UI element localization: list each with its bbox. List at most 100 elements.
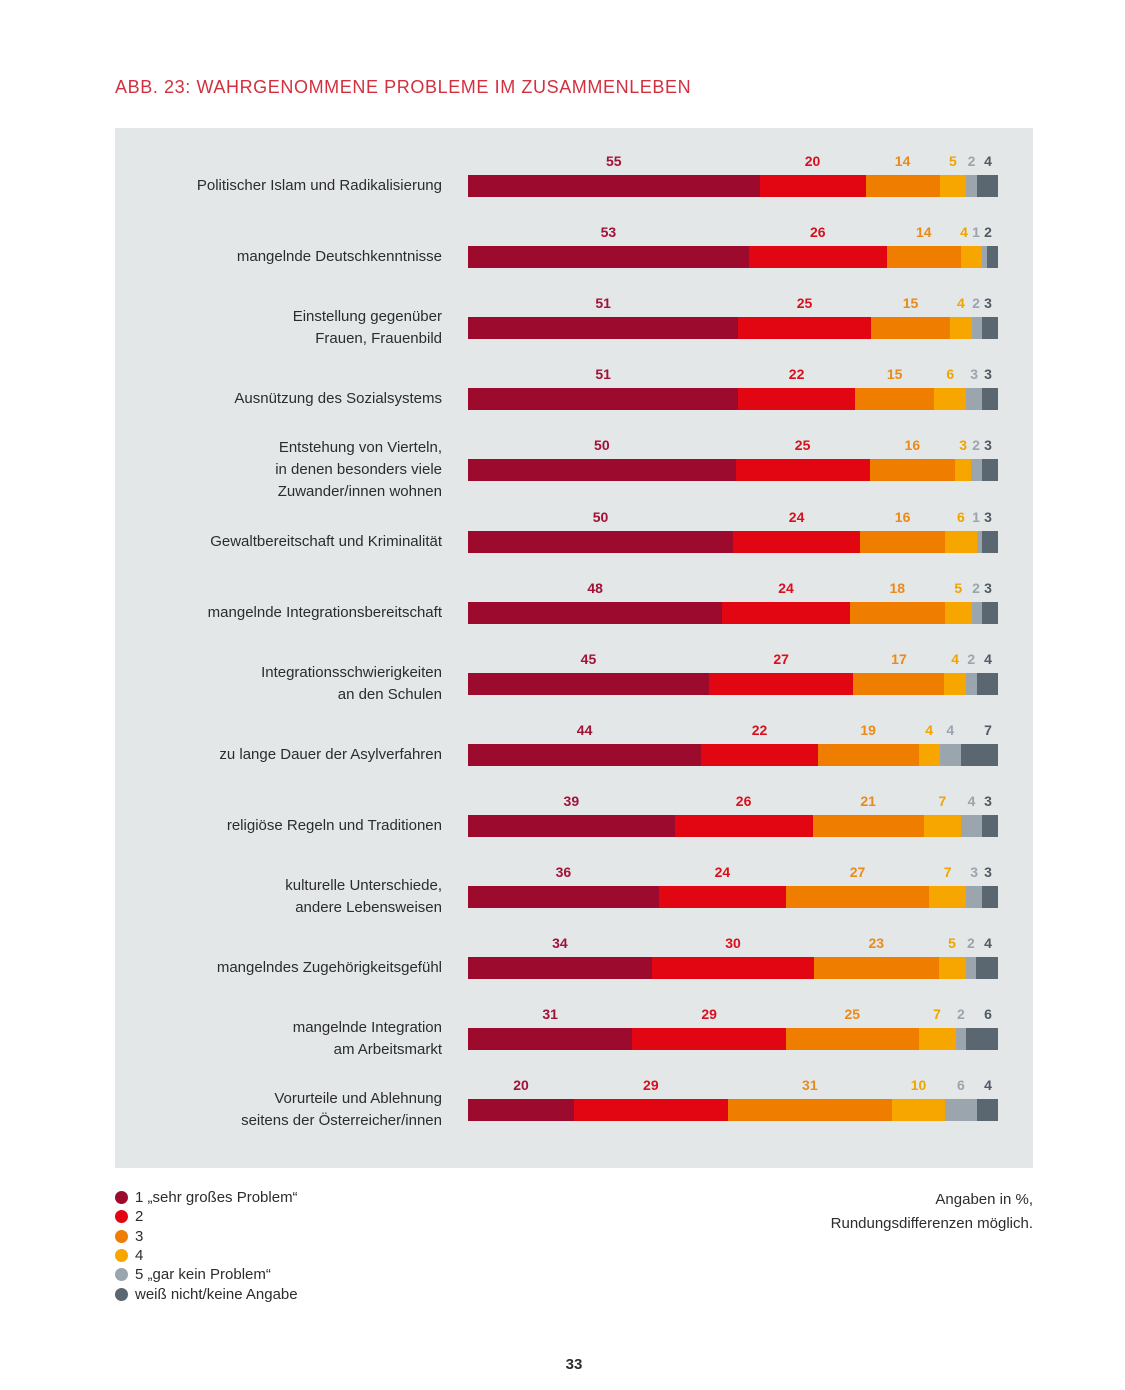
- bar-segment: [812, 814, 925, 837]
- data-label: 6: [946, 366, 955, 383]
- data-label: 24: [714, 864, 731, 880]
- data-label: 50: [592, 508, 609, 525]
- legend-dot-icon: [115, 1287, 128, 1301]
- data-label: 4: [984, 1077, 992, 1094]
- data-label: 4: [946, 721, 955, 738]
- category-label-line: mangelnde Integration: [292, 1019, 442, 1037]
- bar-segment: [982, 814, 999, 837]
- category-label-line: Integrationsschwierigkeiten: [261, 663, 442, 681]
- data-label: 39: [563, 792, 580, 809]
- data-label: 6: [956, 1077, 965, 1094]
- data-label: 7: [984, 721, 992, 738]
- stacked-bar: [468, 459, 999, 482]
- bar-segment: [965, 672, 978, 695]
- data-label: 7: [933, 1006, 941, 1023]
- chart-row: zu lange Dauer der Asylverfahren 44 22 19 4 4…: [115, 128, 1033, 766]
- category-label-line: Politischer Islam und Radikalisierung: [196, 177, 442, 194]
- data-label: 3: [959, 437, 968, 454]
- data-label: 2: [967, 935, 975, 952]
- stacked-bar: [468, 601, 999, 624]
- data-label: 25: [796, 295, 813, 312]
- category-label: Ausnützung des Sozialsystems: [122, 388, 442, 410]
- chart-row: Einstellung gegenüber Frauen, Frauenbild 5…: [115, 128, 1033, 347]
- legend: 1 „sehr großes Problem“ 2 3 4 5 „gar kein Pr…: [115, 1188, 298, 1304]
- bar-segment: [574, 1099, 729, 1122]
- bar-segment: [727, 1099, 893, 1122]
- category-label: religiöse Regeln und Traditionen: [122, 815, 442, 837]
- category-label: zu lange Dauer der Asylverfahren: [122, 744, 442, 766]
- chart-row: Entstehung von Vierteln, in denen besonde…: [115, 128, 1033, 500]
- stacked-bar: [468, 530, 999, 553]
- data-label: 53: [600, 224, 617, 241]
- bar-segment: [786, 886, 930, 908]
- stacked-bar: [468, 814, 999, 837]
- legend-label: 3: [135, 1227, 144, 1245]
- category-label: mangelnde Deutschkenntnisse: [122, 246, 442, 268]
- bar-segment: [468, 459, 737, 482]
- bar-segment: [966, 175, 978, 197]
- data-label: 17: [891, 650, 907, 667]
- data-label: 14: [916, 224, 932, 241]
- bar-segment: [658, 886, 787, 908]
- data-label: 19: [860, 721, 876, 738]
- category-label-line: mangelnde Deutschkenntnisse: [236, 248, 442, 266]
- data-label: 25: [794, 437, 811, 454]
- data-label: 3: [984, 792, 992, 809]
- bar-segment: [814, 957, 939, 980]
- chart-row: Gewaltbereitschaft und Kriminalität 50 2 4 1…: [115, 128, 1033, 553]
- data-label: 21: [860, 792, 876, 809]
- category-label: Einstellung gegenüber Frauen, Frauenbild: [122, 306, 442, 350]
- bar-segment: [944, 672, 967, 695]
- stacked-bar: [468, 1099, 999, 1122]
- bar-segment: [468, 957, 653, 980]
- stacked-bar: [468, 1028, 999, 1051]
- data-label: 20: [804, 153, 821, 169]
- category-label-line: Ausnützung des Sozialsystems: [234, 390, 442, 408]
- bar-segment: [817, 743, 919, 766]
- data-label: 4: [951, 650, 960, 667]
- bar-segment: [468, 672, 710, 695]
- bar-segment: [918, 1028, 957, 1051]
- data-label: 3: [984, 295, 992, 312]
- data-label: 25: [844, 1006, 861, 1023]
- data-label: 26: [735, 792, 752, 809]
- data-label: 45: [580, 650, 597, 667]
- data-label: 51: [595, 366, 611, 383]
- bar-segment: [860, 530, 946, 553]
- bar-segment: [987, 246, 999, 269]
- bar-segment: [674, 814, 813, 837]
- bar-segment: [939, 743, 962, 766]
- footnote-line-1: Angaben in %,: [935, 1191, 1033, 1208]
- data-label: 29: [643, 1077, 659, 1094]
- bar-segment: [865, 175, 941, 197]
- bar-segment: [733, 530, 861, 553]
- data-label: 2: [984, 224, 992, 241]
- chart-panel: Politischer Islam und Radikalisierung 55 2…: [115, 128, 1033, 1168]
- category-label-line: Einstellung gegenüber: [292, 308, 442, 326]
- data-label: 2: [967, 650, 976, 667]
- data-label: 31: [542, 1006, 558, 1023]
- data-label: 26: [810, 224, 826, 241]
- bar-segment: [976, 1099, 999, 1122]
- legend-label: weiß nicht/keine Angabe: [135, 1285, 298, 1303]
- data-label: 14: [894, 153, 911, 169]
- legend-item: 1 „sehr großes Problem“: [115, 1188, 298, 1207]
- bar-segment: [738, 388, 856, 411]
- bar-segment: [869, 459, 956, 482]
- legend-label: 1 „sehr großes Problem“: [135, 1189, 298, 1207]
- bar-segment: [468, 1099, 575, 1122]
- data-label: 48: [587, 579, 603, 596]
- category-label-line: zu lange Dauer der Asylverfahren: [219, 745, 442, 763]
- bar-segment: [632, 1028, 787, 1051]
- data-label: 4: [956, 295, 965, 312]
- chart-row: mangelndes Zugehörigkeitsgefühl 34 30 23 5 2 4: [115, 128, 1033, 980]
- category-label: kulturelle Unterschiede, andere Lebenswei…: [122, 875, 442, 919]
- bar-segment: [982, 317, 999, 340]
- bar-segment: [468, 743, 702, 766]
- bar-segment: [849, 601, 946, 624]
- bar-segment: [870, 317, 951, 340]
- data-label: 2: [967, 153, 976, 169]
- category-label-line: Gewaltbereitschaft und Kriminalität: [210, 532, 442, 550]
- category-label: Entstehung von Vierteln, in denen besonde…: [122, 437, 442, 503]
- legend-label: 2: [135, 1208, 144, 1226]
